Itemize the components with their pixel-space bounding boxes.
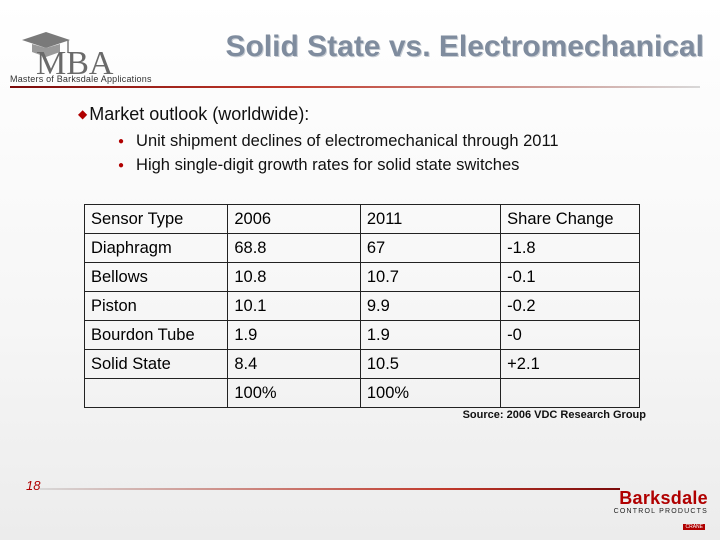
- footer-divider: [40, 488, 620, 490]
- header-divider: [10, 86, 700, 88]
- table-row: Bourdon Tube 1.9 1.9 -0: [83, 320, 640, 350]
- brand-subtitle: CONTROL PRODUCTS: [613, 508, 708, 515]
- table-cell: -1.8: [500, 233, 640, 263]
- dot-bullet-icon: ●: [118, 160, 125, 171]
- table-cell: Piston: [83, 291, 229, 321]
- table-cell: Bellows: [83, 262, 229, 292]
- diamond-bullet-icon: ◆: [78, 107, 88, 121]
- table-cell: -0: [500, 320, 640, 350]
- page-number: 18: [26, 478, 41, 493]
- table-row: Diaphragm 68.8 67 -1.8: [83, 233, 640, 263]
- sub-bullet: ● Unit shipment declines of electromechan…: [118, 129, 559, 153]
- slide-title: Solid State vs. Electromechanical: [225, 30, 704, 63]
- table-cell: [500, 378, 640, 408]
- table-header-row: Sensor Type 2006 2011 Share Change: [83, 204, 640, 234]
- table-row: Bellows 10.8 10.7 -0.1: [83, 262, 640, 292]
- table-cell: 10.7: [359, 262, 502, 292]
- table-cell: Solid State: [83, 349, 229, 379]
- header-cell: 2006: [227, 204, 361, 234]
- table-cell: +2.1: [500, 349, 640, 379]
- sub-bullet: ● High single-digit growth rates for soli…: [118, 153, 559, 177]
- table-cell: -0.1: [500, 262, 640, 292]
- table-cell: 1.9: [359, 320, 502, 350]
- table-row: Solid State 8.4 10.5 +2.1: [83, 349, 640, 379]
- main-bullet-text: Market outlook (worldwide):: [89, 104, 310, 124]
- table-total-row: 100% 100%: [83, 378, 640, 408]
- sub-bullet-text: Unit shipment declines of electromechani…: [136, 132, 559, 150]
- barksdale-logo: Barksdale CONTROL PRODUCTS CRANE: [614, 488, 708, 533]
- table-cell: 10.1: [227, 291, 361, 321]
- header-cell: Share Change: [500, 204, 640, 234]
- source-citation: Source: 2006 VDC Research Group: [462, 409, 646, 421]
- table-cell: 8.4: [227, 349, 361, 379]
- sensor-share-table: Sensor Type 2006 2011 Share Change Diaph…: [83, 204, 640, 408]
- brand-name: Barksdale: [619, 488, 708, 508]
- table-cell: 67: [359, 233, 502, 263]
- table-cell: 1.9: [227, 320, 361, 350]
- brand-mark: CRANE: [683, 524, 705, 530]
- mba-logo: MBA: [22, 32, 114, 82]
- table-cell: 100%: [359, 378, 502, 408]
- header-cell: 2011: [359, 204, 502, 234]
- dot-bullet-icon: ●: [118, 136, 125, 147]
- table-cell: 10.5: [359, 349, 502, 379]
- table-cell: 100%: [227, 378, 361, 408]
- table-cell: Bourdon Tube: [83, 320, 229, 350]
- logo-tagline: Masters of Barksdale Applications: [10, 74, 152, 84]
- sub-bullet-list: ● Unit shipment declines of electromechan…: [118, 129, 559, 177]
- table-row: Piston 10.1 9.9 -0.2: [83, 291, 640, 321]
- sub-bullet-text: High single-digit growth rates for solid…: [136, 156, 520, 174]
- table-cell: 68.8: [227, 233, 361, 263]
- table-cell: -0.2: [500, 291, 640, 321]
- logo-text: MBA: [36, 45, 114, 82]
- header-cell: Sensor Type: [83, 204, 229, 234]
- table-cell: 10.8: [227, 262, 361, 292]
- table-cell: [83, 378, 229, 408]
- crane-logo: CRANE: [683, 524, 708, 530]
- table-cell: Diaphragm: [83, 233, 229, 263]
- main-bullet: ◆ Market outlook (worldwide):: [78, 104, 309, 125]
- table-cell: 9.9: [359, 291, 502, 321]
